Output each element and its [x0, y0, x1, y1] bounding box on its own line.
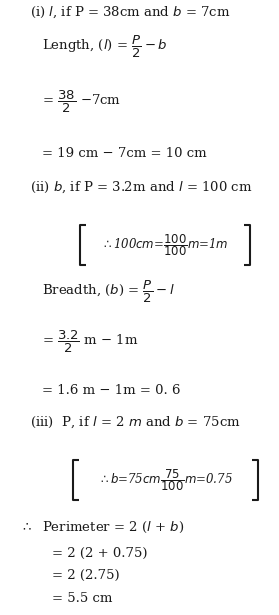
Text: = 2 (2.75): = 2 (2.75)	[52, 569, 120, 582]
Text: $\therefore$$b$=75$cm$$\dfrac{75}{100}$$m$=0.75: $\therefore$$b$=75$cm$$\dfrac{75}{100}$$…	[98, 467, 232, 493]
Text: = 5.5 cm: = 5.5 cm	[52, 592, 112, 605]
Text: $\therefore$  Perimeter = 2 ($l$ + $b$): $\therefore$ Perimeter = 2 ($l$ + $b$)	[20, 520, 184, 535]
Text: Length, ($l$) = $\dfrac{P}{2}-b$: Length, ($l$) = $\dfrac{P}{2}-b$	[42, 34, 168, 60]
Text: $\therefore$100$cm$=$\dfrac{100}{100}$$m$=1$m$: $\therefore$100$cm$=$\dfrac{100}{100}$$m…	[101, 232, 229, 258]
Text: = 19 cm − 7cm = 10 cm: = 19 cm − 7cm = 10 cm	[42, 147, 207, 160]
Text: = 2 (2 + 0.75): = 2 (2 + 0.75)	[52, 547, 148, 560]
Text: (iii)  P, if $l$ = 2 $m$ and $b$ = 75cm: (iii) P, if $l$ = 2 $m$ and $b$ = 75cm	[30, 415, 241, 430]
Text: = $\dfrac{3.2}{2}$ m − 1m: = $\dfrac{3.2}{2}$ m − 1m	[42, 329, 138, 355]
Text: (i) $l$, if P = 38cm and $b$ = 7cm: (i) $l$, if P = 38cm and $b$ = 7cm	[30, 4, 231, 20]
Text: Breadth, ($b$) = $\dfrac{P}{2}-l$: Breadth, ($b$) = $\dfrac{P}{2}-l$	[42, 279, 175, 305]
Text: = $\dfrac{38}{2}$ −7cm: = $\dfrac{38}{2}$ −7cm	[42, 89, 121, 115]
Text: = 1.6 m − 1m = 0. 6: = 1.6 m − 1m = 0. 6	[42, 384, 181, 397]
Text: (ii) $b$, if P = 3.2m and $l$ = 100 cm: (ii) $b$, if P = 3.2m and $l$ = 100 cm	[30, 180, 252, 195]
